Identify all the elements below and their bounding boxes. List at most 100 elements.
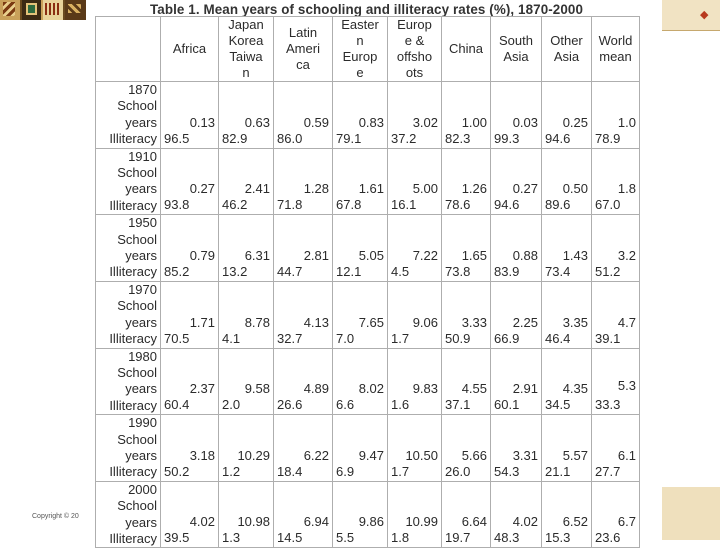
data-cell: 8.78 4.1 (218, 280, 274, 349)
school-years-value: 5.3 (617, 378, 636, 394)
illiteracy-value: 1.6 (391, 397, 410, 413)
school-years-label: School years (117, 98, 157, 130)
data-cell: 3.33 50.9 (441, 280, 491, 349)
data-cell: 10.99 1.8 (387, 480, 442, 548)
table-row: 1870 School years Illiteracy 0.13 96.5 0.63 82… (95, 81, 640, 149)
illiteracy-value: 14.5 (277, 530, 303, 546)
illiteracy-value: 4.1 (222, 330, 241, 346)
illiteracy-value: 5.5 (336, 530, 355, 546)
school-years-value: 2.91 (512, 381, 538, 397)
decorative-pattern-strip (0, 0, 86, 20)
illiteracy-value: 60.1 (494, 397, 520, 413)
school-years-value: 4.02 (189, 514, 215, 530)
illiteracy-value: 37.2 (391, 130, 417, 146)
illiteracy-value: 4.5 (391, 263, 410, 279)
data-cell: 6.7 23.6 (591, 480, 640, 548)
school-years-value: 2.37 (189, 381, 215, 397)
illiteracy-value: 1.7 (391, 463, 410, 479)
data-cell: 3.2 51.2 (591, 214, 640, 282)
table-row: 2000 School years Illiteracy 4.02 39.5 10.98 1… (95, 480, 640, 548)
school-years-value: 0.27 (512, 181, 538, 197)
row-label-cell: 2000 School years Illiteracy (95, 480, 161, 548)
data-cell: 4.13 32.7 (273, 280, 333, 349)
school-years-value: 6.31 (244, 247, 270, 263)
data-cell: 0.79 85.2 (160, 214, 219, 282)
school-years-value: 5.05 (358, 247, 384, 263)
school-years-value: 6.52 (562, 514, 588, 530)
school-years-label: School years (117, 165, 157, 197)
school-years-value: 3.33 (461, 314, 487, 330)
illiteracy-value: 19.7 (445, 530, 471, 546)
pattern-tile (0, 0, 22, 20)
illiteracy-value: 82.9 (222, 130, 248, 146)
data-cell: 9.47 6.9 (332, 414, 388, 482)
illiteracy-label: Illiteracy (109, 331, 157, 347)
slide-edge-decoration (662, 0, 720, 540)
column-header: Other Asia (541, 16, 592, 82)
school-years-value: 4.55 (461, 381, 487, 397)
illiteracy-value: 71.8 (277, 197, 303, 213)
data-cell: 9.06 1.7 (387, 280, 442, 349)
illiteracy-value: 50.2 (164, 463, 190, 479)
school-years-value: 0.83 (358, 114, 384, 130)
school-years-value: 2.81 (303, 247, 329, 263)
school-years-value: 6.7 (617, 514, 636, 530)
table-body: 1870 School years Illiteracy 0.13 96.5 0.63 82… (95, 81, 640, 548)
illiteracy-value: 73.4 (545, 263, 571, 279)
data-cell: 0.88 83.9 (490, 214, 542, 282)
illiteracy-value: 46.4 (545, 330, 571, 346)
column-header: China (441, 16, 491, 82)
school-years-value: 8.02 (358, 381, 384, 397)
school-years-value: 1.00 (461, 114, 487, 130)
school-years-label: School years (117, 231, 157, 264)
data-cell: 2.91 60.1 (490, 347, 542, 416)
data-cell: 5.05 12.1 (332, 214, 388, 282)
illiteracy-label: Illiteracy (109, 530, 157, 546)
school-years-label: School years (117, 431, 157, 463)
data-cell: 4.89 26.6 (273, 347, 333, 416)
school-years-value: 6.22 (303, 447, 329, 463)
school-years-value: 1.61 (358, 181, 384, 197)
illiteracy-value: 1.8 (391, 530, 410, 546)
data-cell: 4.02 48.3 (490, 480, 542, 548)
data-cell: 7.22 4.5 (387, 214, 442, 282)
table-row: 1990 School years Illiteracy 3.18 50.2 10.29 1… (95, 414, 640, 482)
illiteracy-value: 94.6 (545, 130, 571, 146)
data-cell: 0.59 86.0 (273, 81, 333, 149)
illiteracy-value: 67.0 (595, 197, 621, 213)
column-header: South Asia (490, 16, 542, 82)
data-cell: 9.83 1.6 (387, 347, 442, 416)
illiteracy-value: 60.4 (164, 397, 190, 413)
data-cell: 2.41 46.2 (218, 147, 274, 216)
illiteracy-value: 44.7 (277, 263, 303, 279)
data-cell: 1.61 67.8 (332, 147, 388, 216)
school-years-value: 0.13 (189, 114, 215, 130)
data-cell: 0.27 94.6 (490, 147, 542, 216)
illiteracy-value: 2.0 (222, 397, 241, 413)
school-years-value: 5.00 (412, 181, 438, 197)
year-label: 2000 (128, 481, 157, 497)
data-cell: 6.94 14.5 (273, 480, 333, 548)
school-years-value: 3.02 (412, 114, 438, 130)
table-row: 1980 School years Illiteracy 2.37 60.4 9.58 2.… (95, 347, 640, 416)
pattern-tile (43, 0, 65, 20)
data-cell: 10.29 1.2 (218, 414, 274, 482)
year-label: 1980 (128, 348, 157, 364)
edge-band (662, 0, 720, 30)
illiteracy-label: Illiteracy (109, 264, 157, 280)
data-cell: 3.02 37.2 (387, 81, 442, 149)
data-cell: 5.66 26.0 (441, 414, 491, 482)
illiteracy-value: 37.1 (445, 397, 471, 413)
data-cell: 0.50 89.6 (541, 147, 592, 216)
pattern-tile (64, 0, 86, 20)
school-years-value: 0.03 (512, 114, 538, 130)
school-years-value: 4.89 (303, 381, 329, 397)
school-years-value: 1.71 (189, 314, 215, 330)
school-years-value: 3.35 (562, 314, 588, 330)
data-cell: 6.22 18.4 (273, 414, 333, 482)
school-years-value: 1.8 (617, 181, 636, 197)
data-cell: 5.3 33.3 (591, 347, 640, 416)
data-cell: 3.35 46.4 (541, 280, 592, 349)
illiteracy-label: Illiteracy (109, 464, 157, 480)
data-cell: 6.31 13.2 (218, 214, 274, 282)
